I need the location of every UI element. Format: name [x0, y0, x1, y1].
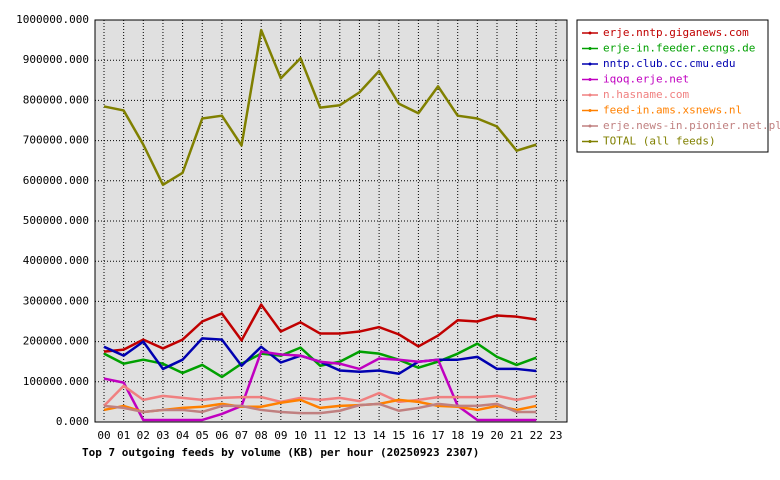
- y-tick-label: 800000.000: [23, 93, 89, 106]
- legend-box: [576, 19, 769, 153]
- x-tick-label: 02: [137, 429, 150, 442]
- chart-title: Top 7 outgoing feeds by volume (KB) per …: [82, 446, 479, 459]
- y-tick-label: 400000.000: [23, 254, 89, 267]
- x-tick-label: 03: [156, 429, 169, 442]
- legend-marker: [588, 31, 592, 35]
- x-tick-label: 11: [314, 429, 327, 442]
- legend-label: n.hasname.com: [603, 88, 689, 101]
- series-line: [103, 384, 537, 407]
- y-tick-label: 500000.000: [23, 214, 89, 227]
- legend-marker: [588, 47, 592, 50]
- y-tick-label: 700000.000: [23, 134, 89, 147]
- series-line: [103, 28, 537, 187]
- x-tick-label: 17: [431, 429, 444, 442]
- y-tick-label: 900000.000: [23, 53, 89, 66]
- series-line: [103, 402, 537, 415]
- x-tick-label: 16: [412, 429, 425, 442]
- y-tick-label: 0.000: [56, 415, 89, 428]
- x-tick-label: 12: [333, 429, 346, 442]
- legend-label: erje.nntp.giganews.com: [603, 26, 749, 39]
- series-line: [103, 303, 537, 353]
- x-tick-label: 07: [235, 429, 248, 442]
- x-tick-label: 08: [255, 429, 268, 442]
- x-tick-label: 01: [117, 429, 130, 442]
- series-line: [103, 398, 537, 414]
- x-tick-label: 23: [549, 429, 562, 442]
- y-tick-label: 600000.000: [23, 174, 89, 187]
- x-tick-label: 21: [510, 429, 523, 442]
- legend-marker: [588, 140, 592, 143]
- legend-label: iqoq.erje.net: [603, 73, 689, 86]
- y-tick-label: 200000.000: [23, 335, 89, 348]
- x-tick-label: 14: [372, 429, 386, 442]
- legend-label: TOTAL (all feeds): [603, 135, 716, 148]
- legend-label: nntp.club.cc.cmu.edu: [603, 57, 735, 70]
- x-tick-label: 15: [392, 429, 405, 442]
- x-tick-label: 10: [294, 429, 307, 442]
- x-tick-label: 13: [353, 429, 366, 442]
- series-line: [103, 342, 537, 379]
- legend-marker: [588, 109, 592, 112]
- legend-marker: [588, 62, 592, 66]
- x-tick-label: 00: [97, 429, 110, 442]
- x-tick-label: 18: [451, 429, 464, 442]
- legend-label: erje-in.feeder.ecngs.de: [603, 42, 755, 55]
- x-tick-label: 22: [530, 429, 543, 442]
- y-tick-label: 100000.000: [23, 375, 89, 388]
- legend-label: erje.news-in.pionier.net.pl: [603, 119, 780, 132]
- legend-marker: [588, 78, 592, 81]
- legend-marker: [588, 93, 592, 97]
- y-tick-label: 1000000.000: [16, 13, 89, 26]
- series-line: [103, 350, 537, 422]
- x-tick-label: 05: [196, 429, 209, 442]
- legend-marker: [588, 124, 592, 128]
- x-tick-label: 04: [176, 429, 190, 442]
- x-tick-label: 20: [490, 429, 503, 442]
- y-tick-label: 300000.000: [23, 294, 89, 307]
- legend-label: feed-in.ams.xsnews.nl: [603, 104, 742, 117]
- x-tick-label: 19: [471, 429, 484, 442]
- x-tick-label: 09: [274, 429, 287, 442]
- x-tick-label: 06: [215, 429, 228, 442]
